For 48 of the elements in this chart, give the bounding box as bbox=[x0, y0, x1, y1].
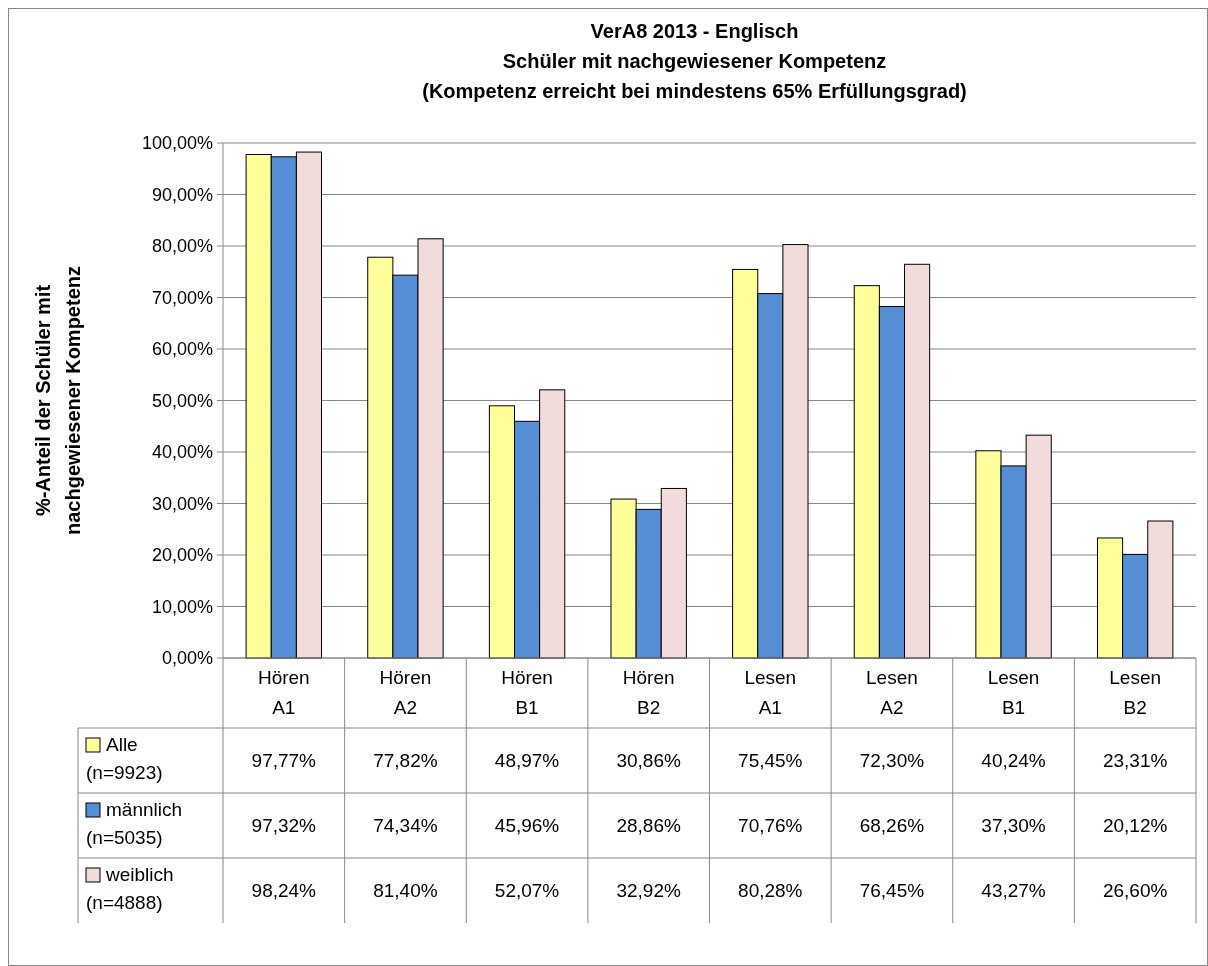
data-label: 45,96% bbox=[494, 815, 560, 837]
data-label: 74,34% bbox=[373, 815, 438, 837]
y-tick-label: 70,00% bbox=[151, 287, 213, 308]
legend-label: männlich (n=5035) bbox=[86, 799, 183, 848]
x-tick-label: Lesen B1 bbox=[987, 667, 1040, 718]
data-label: 98,24% bbox=[251, 880, 317, 902]
data-label: 40,24% bbox=[981, 750, 1046, 772]
y-tick-label: 80,00% bbox=[151, 236, 213, 257]
legend-label: weiblich (n=4888) bbox=[86, 864, 174, 913]
y-tick-label: 0,00% bbox=[161, 648, 213, 669]
data-label: 75,45% bbox=[738, 750, 803, 772]
data-label: 70,76% bbox=[738, 815, 803, 837]
x-tick-label: Hören A2 bbox=[379, 667, 432, 718]
y-tick-label: 20,00% bbox=[151, 545, 213, 566]
data-label: 77,82% bbox=[373, 750, 438, 772]
y-tick-label: 30,00% bbox=[151, 493, 213, 514]
data-label: 80,28% bbox=[738, 880, 803, 902]
data-label: 76,45% bbox=[859, 880, 925, 902]
data-label: 43,27% bbox=[981, 880, 1046, 902]
y-axis-title: %-Anteil der Schüler mit nachgewiesener Kompetenz bbox=[32, 266, 84, 535]
data-label: 97,32% bbox=[251, 815, 317, 837]
data-label: 28,86% bbox=[616, 815, 682, 837]
x-tick-label: Lesen B2 bbox=[1109, 667, 1162, 718]
x-tick-label: Hören A1 bbox=[257, 667, 310, 718]
x-tick-label: Hören B1 bbox=[501, 667, 553, 718]
y-tick-label: 10,00% bbox=[151, 596, 213, 617]
data-label: 48,97% bbox=[494, 750, 560, 772]
x-tick-label: Hören B2 bbox=[622, 667, 675, 718]
data-label: 52,07% bbox=[494, 880, 560, 902]
data-label: 37,30% bbox=[981, 815, 1046, 837]
data-label: 20,12% bbox=[1102, 815, 1168, 837]
chart-title: VerA8 2013 - Englisch Schüler mit nachgewiesener Kompetenz (Kompetenz erreicht bei mindestens 65% Erfüllungsgrad) bbox=[422, 20, 967, 102]
data-label: 30,86% bbox=[616, 750, 682, 772]
data-label: 97,77% bbox=[251, 750, 317, 772]
x-tick-label: Lesen A1 bbox=[744, 667, 797, 718]
data-label: 81,40% bbox=[373, 880, 438, 902]
y-tick-label: 100,00% bbox=[141, 133, 213, 154]
y-tick-label: 90,00% bbox=[151, 184, 213, 205]
data-label: 32,92% bbox=[616, 880, 682, 902]
y-tick-label: 40,00% bbox=[151, 442, 213, 463]
data-label: 68,26% bbox=[859, 815, 925, 837]
legend-label: Alle (n=9923) bbox=[86, 734, 163, 783]
data-label: 23,31% bbox=[1102, 750, 1168, 772]
data-label: 72,30% bbox=[859, 750, 925, 772]
x-tick-label: Lesen A2 bbox=[866, 667, 918, 718]
y-tick-label: 50,00% bbox=[151, 390, 213, 411]
data-label: 26,60% bbox=[1102, 880, 1168, 902]
y-tick-label: 60,00% bbox=[151, 339, 213, 360]
